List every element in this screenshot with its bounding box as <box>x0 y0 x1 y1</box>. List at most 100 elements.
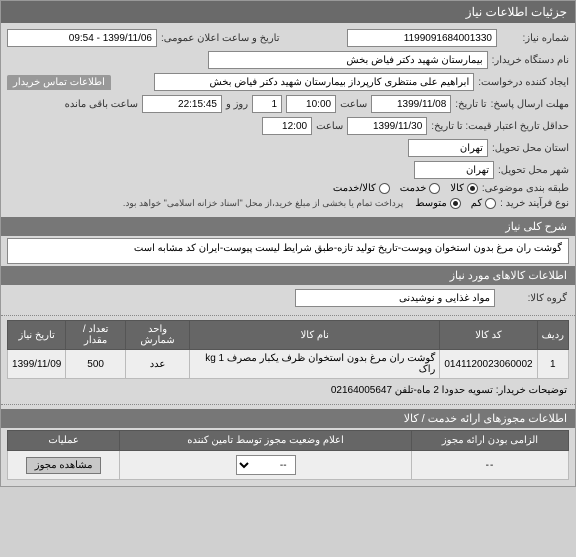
radio-service-label: خدمت <box>400 183 427 194</box>
table-row: 1 0141120023060002 گوشت ران مرغ بدون است… <box>8 350 569 379</box>
cell-status: -- <box>120 451 412 480</box>
buyer-notes-row: توضیحات خریدار: تسویه حدودا 2 ماه-تلفن 0… <box>1 381 575 400</box>
row-need-no: شماره نیاز: 1199091684001330 تاریخ و ساع… <box>7 27 569 49</box>
th-name: نام کالا <box>190 321 440 350</box>
row-deadline: مهلت ارسال پاسخ: تا تاریخ: 1399/11/08 سا… <box>7 93 569 115</box>
field-time1: 10:00 <box>286 95 336 113</box>
radio-service[interactable]: خدمت <box>400 183 441 194</box>
field-remain: 22:15:45 <box>142 95 222 113</box>
field-need-no: 1199091684001330 <box>347 29 497 47</box>
radio-goods-label: کالا <box>450 183 464 194</box>
label-time1: ساعت <box>340 99 367 110</box>
form-area: شماره نیاز: 1199091684001330 تاریخ و ساع… <box>1 23 575 215</box>
cell-ops: مشاهده مجوز <box>8 451 120 480</box>
field-prov: تهران <box>408 139 488 157</box>
label-deadline: مهلت ارسال پاسخ: <box>491 99 569 110</box>
field-days: 1 <box>252 95 282 113</box>
label-days: روز و <box>226 99 248 110</box>
label-remain: ساعت باقی مانده <box>65 99 138 110</box>
radio-dot-icon <box>379 183 390 194</box>
section-desc: شرح کلی نیاز <box>1 217 575 236</box>
section-items: اطلاعات کالاهای مورد نیاز <box>1 266 575 285</box>
radio-dot-icon <box>485 198 496 209</box>
row-delivery-prov: استان محل تحویل: تهران <box>7 137 569 159</box>
cell-mandatory: -- <box>411 451 568 480</box>
th-row: ردیف <box>537 321 568 350</box>
radio-dot-icon <box>450 198 461 209</box>
cell-date: 1399/11/09 <box>8 350 66 379</box>
row-validity: حداقل تاریخ اعتبار قیمت: تا تاریخ: 1399/… <box>7 115 569 137</box>
label-creator: ایجاد کننده درخواست: <box>478 77 569 88</box>
row-category: طبقه بندی موضوعی: کالا خدمت کالا/خدمت <box>7 181 569 196</box>
radio-mid-label: متوسط <box>415 198 446 209</box>
license-table: الزامی بودن ارائه مجوز اعلام وضعیت مجوز … <box>7 430 569 480</box>
th-code: کد کالا <box>440 321 537 350</box>
field-time2: 12:00 <box>262 117 312 135</box>
label-announce: تاریخ و ساعت اعلان عمومی: <box>161 33 280 44</box>
label-process: نوع فرآیند خرید : <box>500 198 569 209</box>
th-unit: واحد شمارش <box>125 321 189 350</box>
view-license-button[interactable]: مشاهده مجوز <box>26 457 102 474</box>
window-root: جزئیات اطلاعات نیاز شماره نیاز: 11990916… <box>0 0 576 487</box>
field-date2: 1399/11/30 <box>347 117 427 135</box>
row-goods-group: گروه کالا: مواد غذایی و نوشیدنی <box>1 285 575 311</box>
field-date1: 1399/11/08 <box>371 95 451 113</box>
divider <box>1 404 575 405</box>
th-status: اعلام وضعیت مجوز توسط تامین کننده <box>120 431 412 451</box>
cell-code: 0141120023060002 <box>440 350 537 379</box>
row-delivery-city: شهر محل تحویل: تهران <box>7 159 569 181</box>
field-creator: ابراهیم علی منتظری کارپرداز بیمارستان شه… <box>154 73 474 91</box>
divider <box>1 315 575 316</box>
radio-group-category: کالا خدمت کالا/خدمت <box>333 183 478 194</box>
title-bar: جزئیات اطلاعات نیاز <box>1 1 575 23</box>
radio-dot-icon <box>467 183 478 194</box>
label-city: شهر محل تحویل: <box>498 165 569 176</box>
label-need-no: شماره نیاز: <box>501 33 569 44</box>
label-category: طبقه بندی موضوعی: <box>482 183 569 194</box>
label-goods-group: گروه کالا: <box>499 293 567 304</box>
table-header-row: ردیف کد کالا نام کالا واحد شمارش تعداد /… <box>8 321 569 350</box>
th-date: تاریخ نیاز <box>8 321 66 350</box>
radio-group-process: کم متوسط <box>415 198 496 209</box>
th-mandatory: الزامی بودن ارائه مجوز <box>411 431 568 451</box>
row-buyer: نام دستگاه خریدار: بیمارستان شهید دکتر ف… <box>7 49 569 71</box>
radio-goods[interactable]: کالا <box>450 183 478 194</box>
desc-box: گوشت ران مرغ بدون استخوان وپوست-تاریخ تو… <box>7 238 569 264</box>
label-validity: حداقل تاریخ اعتبار قیمت: تا تاریخ: <box>431 121 569 132</box>
license-row: -- -- مشاهده مجوز <box>8 451 569 480</box>
radio-gs-label: کالا/خدمت <box>333 183 376 194</box>
label-to-date: تا تاریخ: <box>455 99 486 110</box>
cell-name: گوشت ران مرغ بدون استخوان ظرف یکبار مصرف… <box>190 350 440 379</box>
field-goods-group: مواد غذایی و نوشیدنی <box>295 289 495 307</box>
field-buyer: بیمارستان شهید دکتر فیاض بخش <box>208 51 488 69</box>
items-table: ردیف کد کالا نام کالا واحد شمارش تعداد /… <box>7 320 569 379</box>
label-buyer: نام دستگاه خریدار: <box>492 55 569 66</box>
cell-qty: 500 <box>66 350 126 379</box>
field-city: تهران <box>414 161 494 179</box>
radio-dot-icon <box>429 183 440 194</box>
radio-mid[interactable]: متوسط <box>415 198 460 209</box>
label-time2: ساعت <box>316 121 343 132</box>
radio-low[interactable]: کم <box>471 198 496 209</box>
row-process: نوع فرآیند خرید : کم متوسط پرداخت تمام ی… <box>7 196 569 211</box>
section-licenses: اطلاعات مجوزهای ارائه خدمت / کالا <box>1 409 575 428</box>
section-desc-title: شرح کلی نیاز <box>505 221 567 233</box>
license-header-row: الزامی بودن ارائه مجوز اعلام وضعیت مجوز … <box>8 431 569 451</box>
buyer-notes-text: تسویه حدودا 2 ماه-تلفن 02164005647 <box>331 385 493 396</box>
row-creator: ایجاد کننده درخواست: ابراهیم علی منتظری … <box>7 71 569 93</box>
buyer-notes-label: توضیحات خریدار: <box>496 385 567 396</box>
cell-unit: عدد <box>125 350 189 379</box>
label-prov: استان محل تحویل: <box>492 143 569 154</box>
cell-idx: 1 <box>537 350 568 379</box>
th-qty: تعداد / مقدار <box>66 321 126 350</box>
select-status[interactable]: -- <box>236 455 296 475</box>
partial-payment-note: پرداخت تمام یا بخشی از مبلغ خرید،از محل … <box>123 198 403 209</box>
section-items-title: اطلاعات کالاهای مورد نیاز <box>450 270 567 282</box>
section-licenses-title: اطلاعات مجوزهای ارائه خدمت / کالا <box>404 413 567 425</box>
tab-contact-buyer[interactable]: اطلاعات تماس خریدار <box>7 75 111 90</box>
field-announce: 1399/11/06 - 09:54 <box>7 29 157 47</box>
window-title: جزئیات اطلاعات نیاز <box>466 5 567 19</box>
radio-goods-service[interactable]: کالا/خدمت <box>333 183 390 194</box>
radio-low-label: کم <box>471 198 482 209</box>
th-ops: عملیات <box>8 431 120 451</box>
